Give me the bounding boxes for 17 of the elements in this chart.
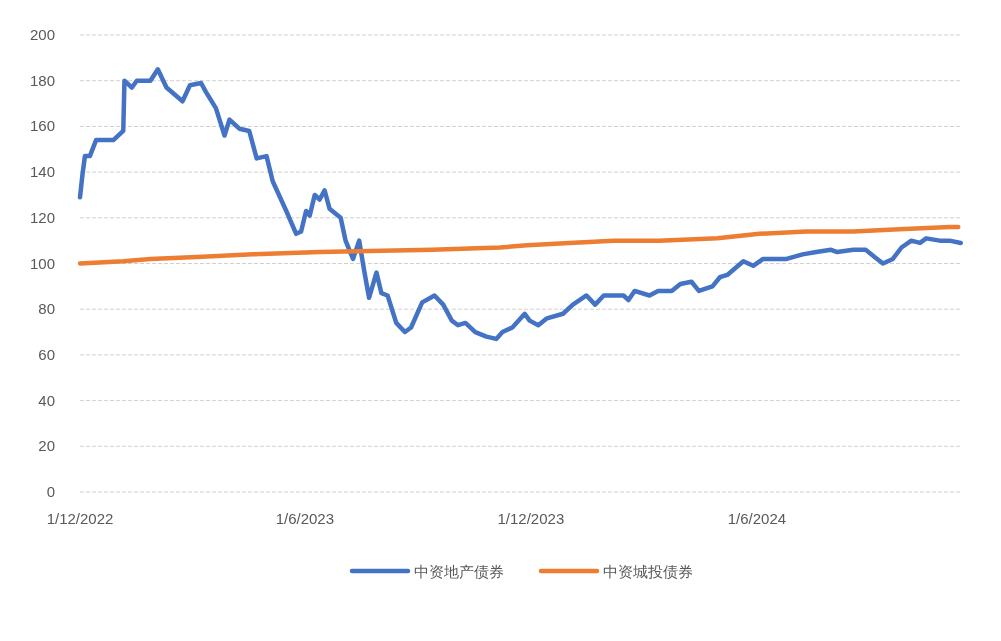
y-tick-label: 20 bbox=[38, 437, 55, 455]
y-tick-label: 160 bbox=[29, 117, 55, 135]
x-tick-label: 1/6/2023 bbox=[275, 510, 335, 527]
y-tick-label: 40 bbox=[38, 391, 55, 409]
y-tick-label: 180 bbox=[29, 71, 55, 89]
y-tick-label: 140 bbox=[29, 163, 55, 181]
y-tick-label: 0 bbox=[46, 483, 55, 500]
y-tick-label: 100 bbox=[29, 254, 55, 272]
legend-label: 中资城投债券 bbox=[603, 563, 693, 580]
y-tick-label: 200 bbox=[29, 26, 55, 43]
x-tick-label: 1/12/2022 bbox=[46, 510, 114, 527]
x-tick-label: 1/12/2023 bbox=[497, 510, 565, 527]
y-tick-label: 120 bbox=[29, 208, 55, 226]
y-tick-label: 80 bbox=[38, 300, 55, 318]
x-tick-label: 1/6/2024 bbox=[727, 510, 787, 527]
legend-label: 中资地产债券 bbox=[414, 563, 504, 580]
y-tick-label: 60 bbox=[38, 345, 55, 363]
